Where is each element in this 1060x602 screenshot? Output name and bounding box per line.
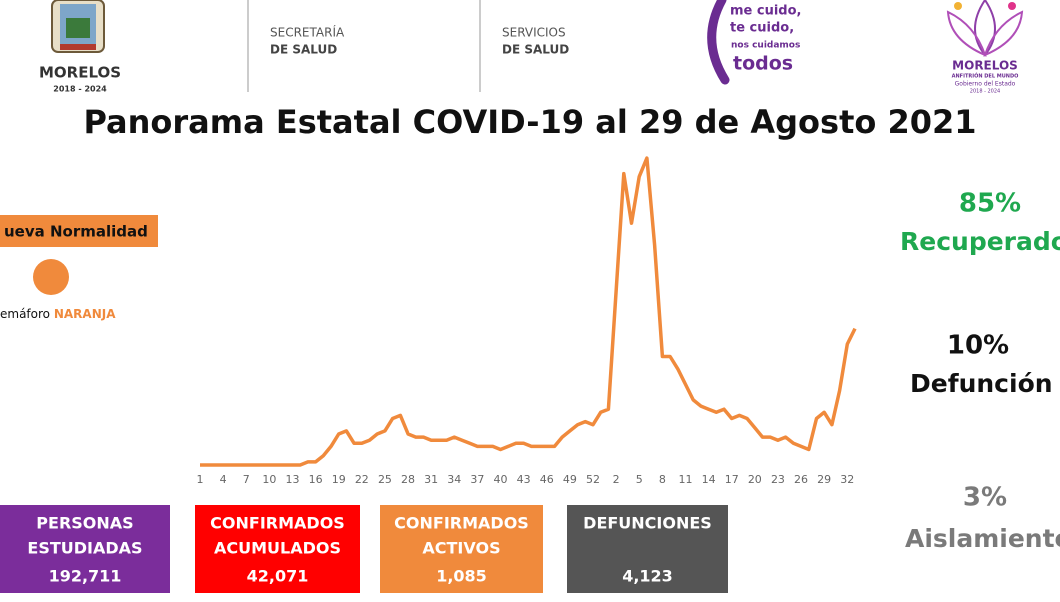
rate-value: 10%	[947, 331, 1009, 361]
x-tick-label: 26	[794, 473, 808, 486]
semaforo-word: emáforo	[0, 307, 50, 321]
x-tick-label: 7	[243, 473, 250, 486]
x-tick-label: 14	[702, 473, 716, 486]
x-tick-label: 37	[470, 473, 484, 486]
x-tick-label: 2	[613, 473, 620, 486]
secretaria: DE SALUD	[270, 43, 337, 57]
x-tick-label: 31	[424, 473, 438, 486]
stat-label: DEFUNCIONES	[583, 514, 712, 533]
stat-label: ESTUDIADAS	[27, 539, 142, 558]
stat-value: 4,123	[622, 567, 673, 586]
stat-value: 192,711	[49, 567, 122, 586]
x-tick-label: 28	[401, 473, 415, 486]
x-tick-label: 10	[262, 473, 276, 486]
x-tick-label: 43	[517, 473, 531, 486]
x-tick-label: 11	[678, 473, 692, 486]
campaign-text: todos	[733, 53, 793, 75]
stat-label: CONFIRMADOS	[210, 514, 345, 533]
x-tick-label: 4	[220, 473, 227, 486]
stat-label: ACUMULADOS	[214, 539, 341, 558]
x-tick-label: 46	[540, 473, 554, 486]
stat-value: 1,085	[436, 567, 487, 586]
campaign-text: me cuido,	[730, 4, 801, 19]
x-tick-label: 25	[378, 473, 392, 486]
logo-tagline: ANFITRIÓN DEL MUNDO	[952, 73, 1019, 80]
x-tick-label: 32	[840, 473, 854, 486]
x-tick-label: 29	[817, 473, 831, 486]
x-tick-label: 49	[563, 473, 577, 486]
x-tick-label: 19	[332, 473, 346, 486]
logo-years: 2018 - 2024	[970, 89, 1000, 95]
logo-years: 2018 - 2024	[53, 85, 107, 94]
servicios: DE SALUD	[502, 43, 569, 57]
x-tick-label: 34	[447, 473, 461, 486]
x-tick-label: 16	[309, 473, 323, 486]
rate-label: Recuperado	[900, 227, 1060, 256]
stat-box	[567, 505, 728, 593]
servicios: SERVICIOS	[502, 26, 566, 40]
rate-label: Aislamiento	[905, 524, 1060, 553]
title: Panorama Estatal COVID-19 al 29 de Agost…	[83, 103, 976, 141]
x-tick-label: 40	[494, 473, 508, 486]
rate-value: 85%	[959, 189, 1021, 219]
x-tick-label: 5	[636, 473, 643, 486]
semaforo-text: emáforo NARANJA	[0, 307, 116, 321]
stat-value: 42,071	[247, 567, 309, 586]
x-tick-label: 52	[586, 473, 600, 486]
x-tick-label: 13	[285, 473, 299, 486]
x-tick-label: 17	[725, 473, 739, 486]
x-tick-label: 23	[771, 473, 785, 486]
rate-value: 3%	[963, 483, 1007, 513]
rate-label: Defunción	[910, 369, 1053, 398]
status-label: ueva Normalidad	[4, 223, 148, 241]
data-line	[200, 156, 857, 467]
stat-label: PERSONAS	[36, 514, 133, 533]
stat-label: ACTIVOS	[422, 539, 500, 558]
stat-label: CONFIRMADOS	[394, 514, 529, 533]
semaforo-light	[33, 259, 69, 295]
campaign-text: nos cuidamos	[731, 41, 800, 51]
campaign-text: te cuido,	[730, 21, 794, 36]
logo-name: MORELOS	[952, 59, 1018, 73]
x-tick-label: 1	[197, 473, 204, 486]
x-tick-label: 8	[659, 473, 666, 486]
status-badge	[0, 215, 158, 247]
semaforo-color: NARANJA	[54, 307, 116, 321]
secretaria: SECRETARÍA	[270, 25, 345, 40]
logo-name: MORELOS	[39, 64, 121, 82]
stat-box	[195, 505, 360, 593]
x-tick-label: 20	[748, 473, 762, 486]
stat-box	[0, 505, 170, 593]
logo-gov: Gobierno del Estado	[955, 81, 1016, 88]
stat-box	[380, 505, 543, 593]
x-tick-label: 22	[355, 473, 369, 486]
campaign-logo	[707, 0, 730, 85]
lotus-logo	[946, 0, 1024, 57]
shield-logo	[51, 0, 105, 53]
